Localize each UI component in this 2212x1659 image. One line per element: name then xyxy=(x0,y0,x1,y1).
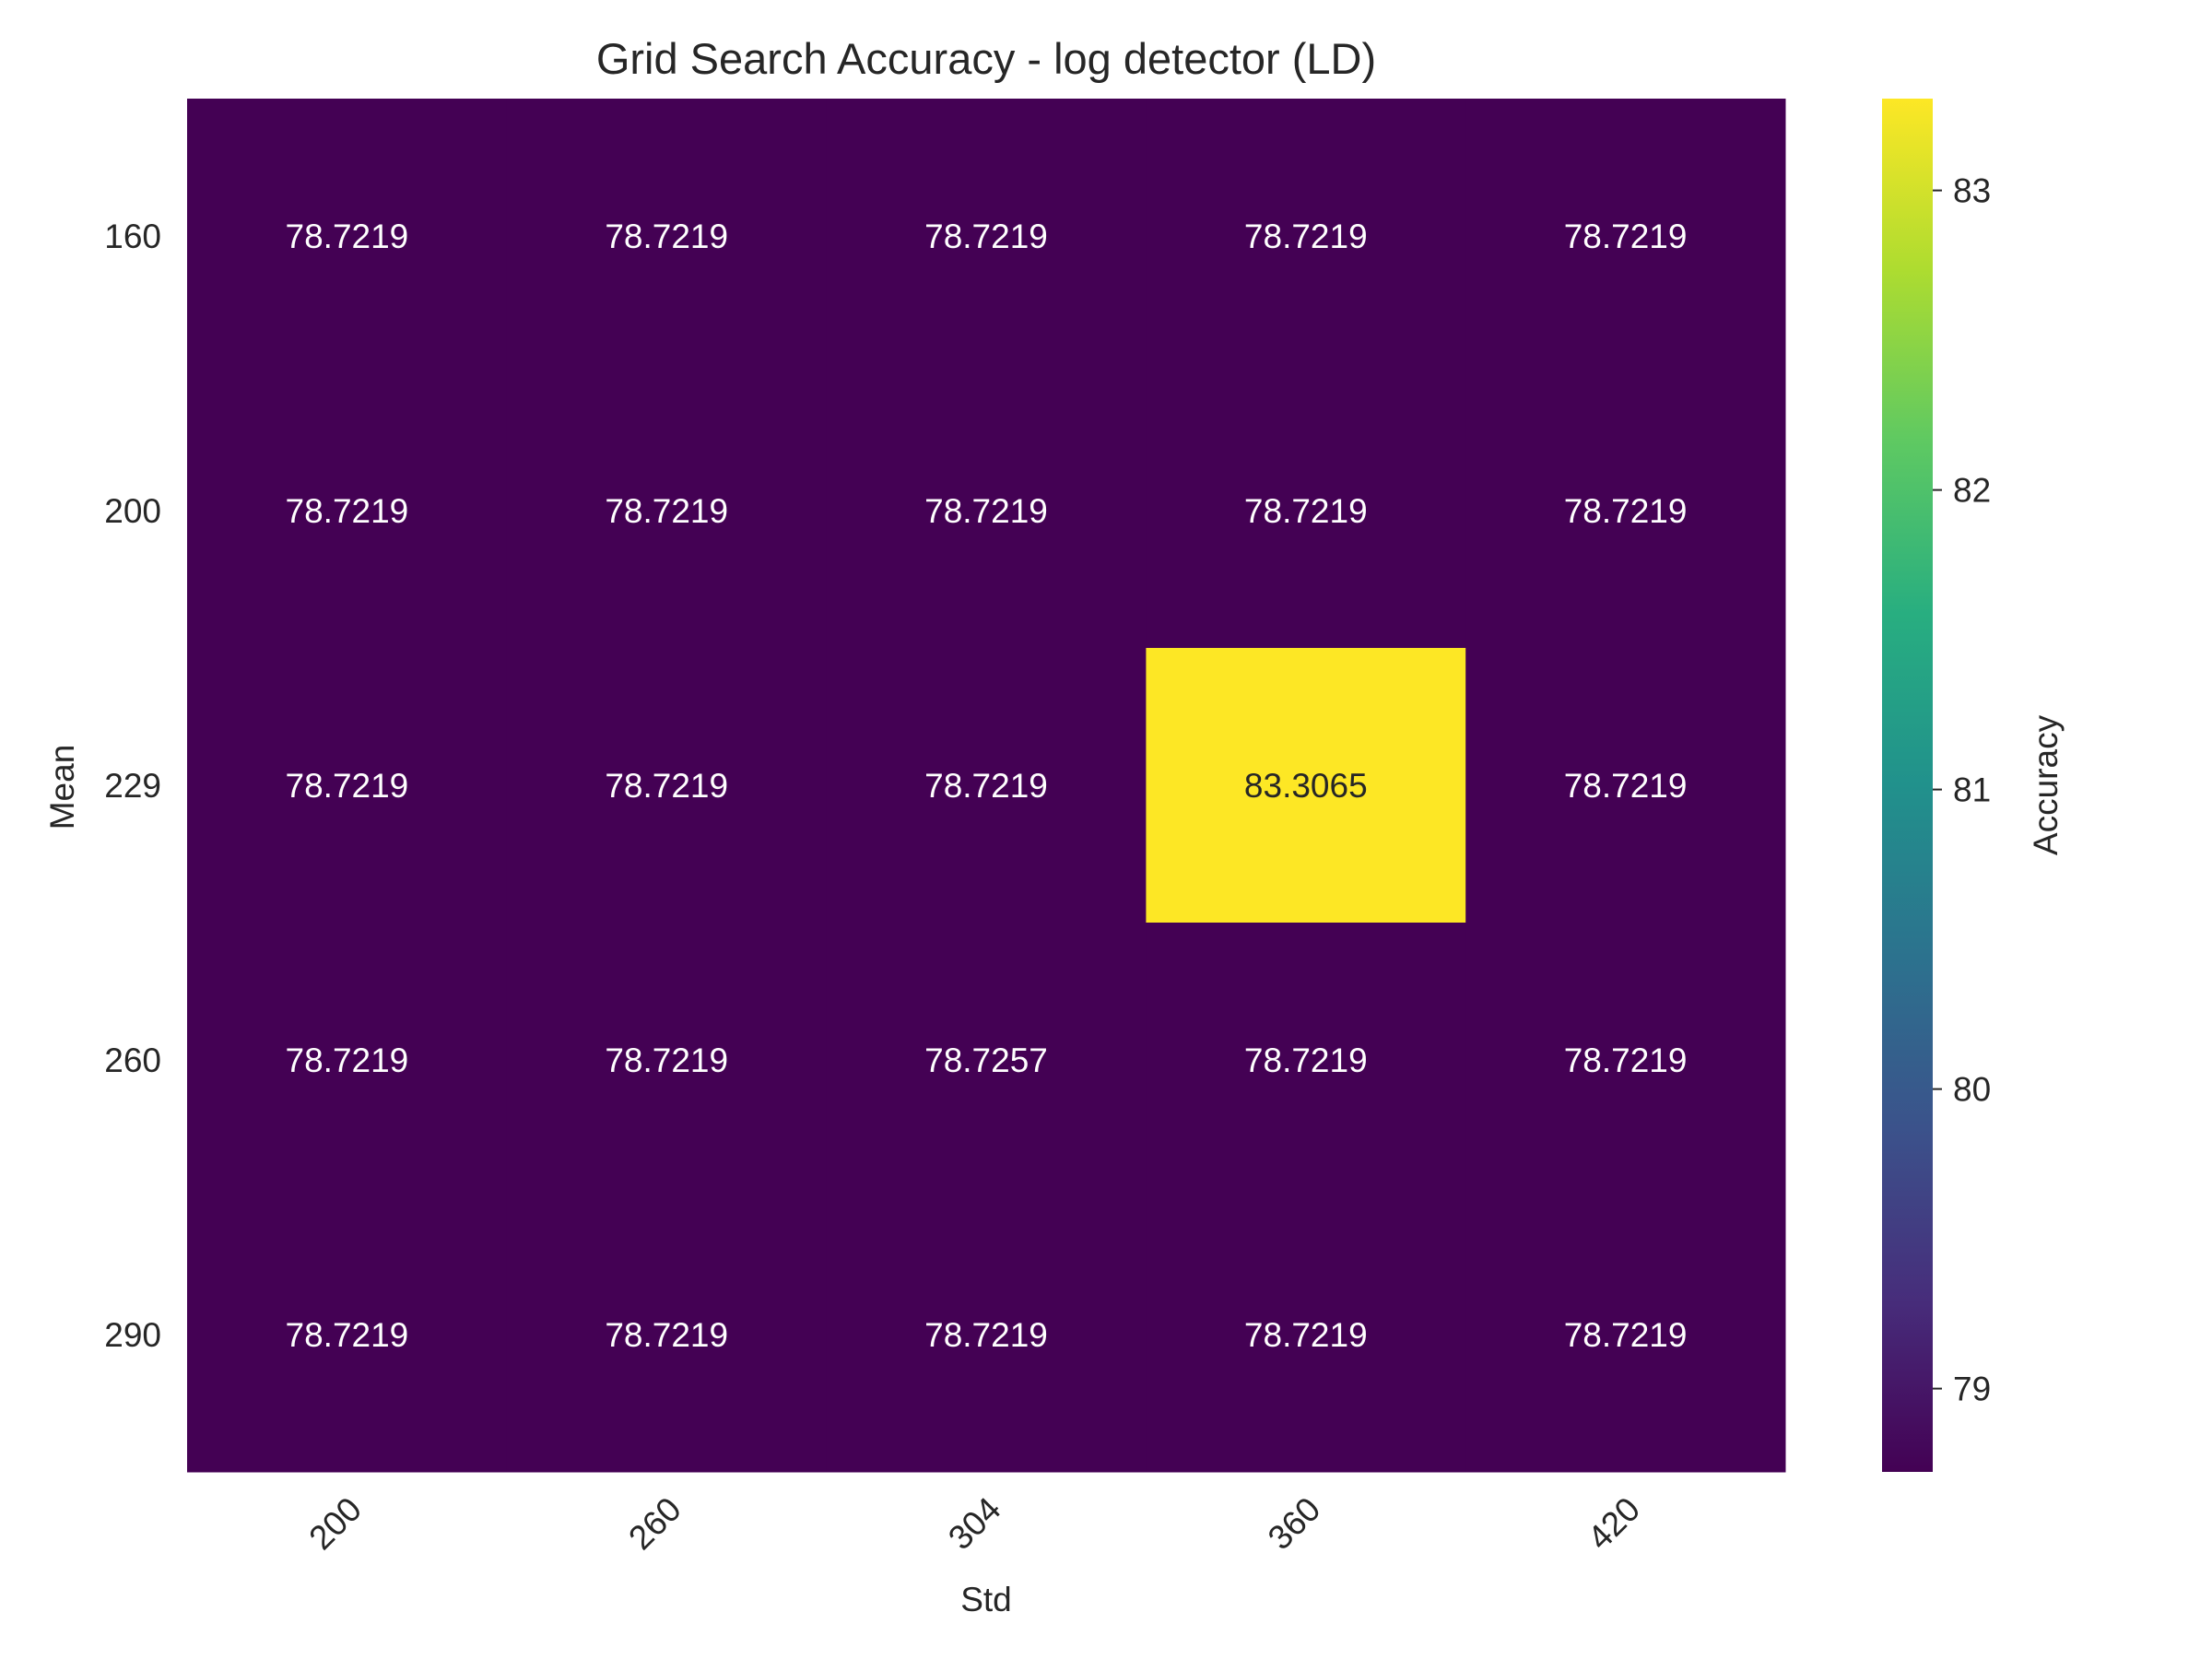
heatmap-cell xyxy=(506,923,828,1198)
colorbar-tick-label: 81 xyxy=(1953,771,1991,809)
heatmap-cell-label: 78.7219 xyxy=(286,492,409,530)
heatmap-cell xyxy=(506,648,828,924)
x-tick-label: 260 xyxy=(621,1490,688,1558)
heatmap-cell xyxy=(1146,648,1466,924)
heatmap-cell xyxy=(826,373,1147,649)
heatmap-cell-label: 78.7219 xyxy=(286,218,409,255)
y-tick-labels: 160 200 229 260 290 xyxy=(104,218,161,1354)
heatmap-cell xyxy=(826,923,1147,1198)
heatmap-cell xyxy=(1146,373,1466,649)
heatmap-cell xyxy=(1465,1197,1786,1473)
heatmap-cell-label: 78.7257 xyxy=(924,1041,1048,1079)
heatmap-cell xyxy=(1465,99,1786,374)
heatmap-cell-label: 78.7219 xyxy=(1564,1316,1688,1354)
heatmap-cell-label: 78.7219 xyxy=(605,218,728,255)
heatmap-cell-label: 78.7219 xyxy=(924,218,1048,255)
y-tick-label: 229 xyxy=(104,767,161,805)
chart-title: Grid Search Accuracy - log detector (LD) xyxy=(596,34,1376,83)
heatmap-cell-label: 83.3065 xyxy=(1244,767,1368,805)
heatmap-cell xyxy=(1465,648,1786,924)
heatmap-cell-label: 78.7219 xyxy=(1564,1041,1688,1079)
heatmap-cell-label: 78.7219 xyxy=(605,492,728,530)
heatmap-cell-label: 78.7219 xyxy=(924,492,1048,530)
heatmap-cell xyxy=(187,923,508,1198)
heatmap-cell-label: 78.7219 xyxy=(605,1041,728,1079)
colorbar-tick-label: 79 xyxy=(1953,1371,1991,1408)
y-tick-label: 260 xyxy=(104,1041,161,1079)
colorbar-label: Accuracy xyxy=(2027,714,2065,855)
y-tick-label: 290 xyxy=(104,1316,161,1354)
heatmap-cell-label: 78.7219 xyxy=(1244,492,1368,530)
colorbar-tick-label: 83 xyxy=(1953,172,1991,210)
colorbar-tick-label: 82 xyxy=(1953,472,1991,510)
heatmap-cell xyxy=(826,648,1147,924)
y-axis-label: Mean xyxy=(43,745,81,830)
heatmap-cell xyxy=(826,1197,1147,1473)
x-tick-label: 420 xyxy=(1581,1490,1648,1558)
colorbar xyxy=(1882,99,1933,1472)
heatmap-cell xyxy=(187,1197,508,1473)
heatmap-cell xyxy=(187,373,508,649)
heatmap-cell-label: 78.7219 xyxy=(924,767,1048,805)
heatmap-cell xyxy=(1146,1197,1466,1473)
heatmap-cell-label: 78.7219 xyxy=(605,767,728,805)
colorbar-tick-label: 80 xyxy=(1953,1071,1991,1109)
heatmap-cell xyxy=(1146,99,1466,374)
heatmap-cell-label: 78.7219 xyxy=(1564,492,1688,530)
heatmap-cell-label: 78.7219 xyxy=(1564,218,1688,255)
heatmap-cell-label: 78.7219 xyxy=(605,1316,728,1354)
x-tick-label: 200 xyxy=(301,1490,369,1558)
heatmap-cell-label: 78.7219 xyxy=(1244,1041,1368,1079)
heatmap-cell xyxy=(1146,923,1466,1198)
x-tick-label: 304 xyxy=(941,1490,1008,1558)
heatmap-cell xyxy=(1465,923,1786,1198)
heatmap-cell-label: 78.7219 xyxy=(1244,218,1368,255)
x-tick-labels: 200 260 304 360 420 xyxy=(301,1490,1647,1558)
heatmap-cell xyxy=(187,648,508,924)
x-axis-label: Std xyxy=(960,1581,1012,1618)
heatmap-cell-label: 78.7219 xyxy=(924,1316,1048,1354)
heatmap-cell-labels: 78.7219 78.7219 78.7219 78.7219 78.7219 78.72… xyxy=(286,218,1688,1354)
x-tick-label: 360 xyxy=(1261,1490,1328,1558)
heatmap-cell xyxy=(506,373,828,649)
heatmap-cell xyxy=(187,99,508,374)
y-tick-label: 160 xyxy=(104,218,161,255)
heatmap-cells xyxy=(187,99,1786,1473)
heatmap-cell xyxy=(506,1197,828,1473)
heatmap-cell xyxy=(506,99,828,374)
heatmap-cell xyxy=(826,99,1147,374)
heatmap-cell-label: 78.7219 xyxy=(1564,767,1688,805)
heatmap-cell-label: 78.7219 xyxy=(286,1316,409,1354)
heatmap-cell-label: 78.7219 xyxy=(286,767,409,805)
heatmap-cell-label: 78.7219 xyxy=(286,1041,409,1079)
y-tick-label: 200 xyxy=(104,492,161,530)
colorbar-ticks: 79 80 81 82 83 xyxy=(1933,172,1991,1408)
heatmap-cell xyxy=(1465,373,1786,649)
heatmap-cell-label: 78.7219 xyxy=(1244,1316,1368,1354)
